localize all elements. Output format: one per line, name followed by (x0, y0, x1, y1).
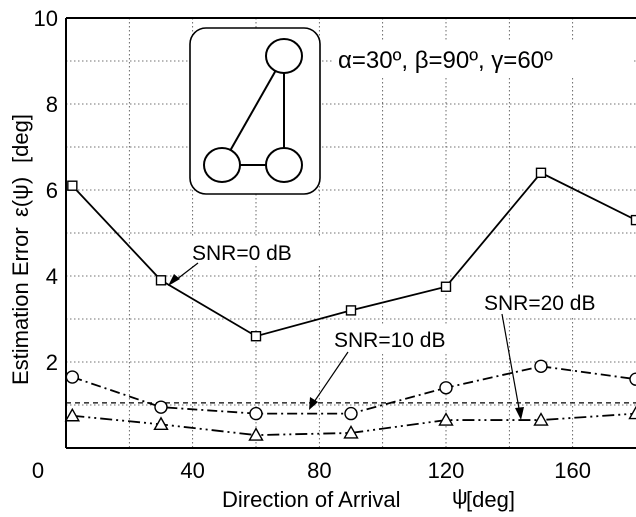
data-point-series-1 (629, 372, 636, 386)
data-point-series-0 (630, 214, 636, 226)
data-point-series-2 (64, 407, 81, 422)
data-point-series-2 (153, 416, 169, 431)
x-axis-symbol: ψ (452, 484, 468, 509)
x-tick-labels: 40 80 120 160 (180, 458, 591, 483)
x-axis-unit: [deg] (466, 487, 515, 512)
y-tick-label: 10 (34, 6, 58, 31)
data-point-series-2 (533, 412, 549, 426)
snr0-arrowhead (168, 274, 180, 286)
y-tick-label: 8 (46, 92, 58, 117)
data-point-series-2 (248, 427, 264, 441)
data-point-series-1 (154, 400, 168, 414)
data-point-series-1 (249, 406, 263, 421)
data-point-series-0 (535, 167, 547, 179)
x-tick-label: 160 (554, 458, 591, 483)
grid-lines (66, 18, 636, 448)
y-axis-symbol: ε(ψ) (8, 177, 33, 217)
y-tick-label: 4 (46, 264, 58, 289)
snr20-label: SNR=20 dB (484, 292, 595, 315)
y-axis-label: Estimation Error (8, 227, 33, 385)
snr20-arrow (501, 313, 521, 415)
inset-sensor-right (265, 147, 303, 183)
x-axis-label: Direction of Arrival (222, 487, 401, 512)
data-point-series-2 (343, 425, 359, 439)
marker-layer (64, 167, 636, 441)
inset-edge-left (221, 55, 285, 166)
data-point-series-1 (439, 381, 453, 395)
y-tick-labels: 2 4 6 8 10 (34, 6, 58, 375)
snr20-label-bg (480, 288, 636, 316)
data-point-series-1 (534, 359, 548, 373)
snr0-label: SNR=0 dB (192, 242, 292, 265)
data-point-series-1 (65, 370, 80, 384)
parameters-label: α=30º, β=90º, γ=60º (338, 47, 553, 74)
y-axis-label-group: Estimation Error ε(ψ) [deg] (8, 114, 33, 385)
origin-tick-label: 0 (32, 458, 44, 483)
y-axis-unit: [deg] (8, 114, 33, 163)
snr20-arrowhead (515, 407, 524, 420)
x-axis-label-group: Direction of Arrival ψ [deg] (222, 484, 515, 512)
data-point-series-0 (345, 305, 357, 316)
snr10-label: SNR=10 dB (334, 329, 445, 352)
data-point-series-1 (344, 406, 358, 421)
data-point-series-0 (67, 180, 78, 191)
data-point-series-2 (438, 412, 454, 426)
inset-sensor-top (265, 38, 303, 74)
snr10-arrow (311, 351, 349, 406)
parameters-label-bg (332, 42, 632, 76)
data-point-series-2 (628, 405, 636, 420)
y-tick-label: 2 (46, 350, 58, 375)
snr10-label-bg (330, 325, 490, 353)
data-point-series-0 (440, 281, 452, 292)
x-tick-label: 80 (307, 458, 331, 483)
array-geometry-inset (189, 27, 321, 195)
snr10-arrowhead (309, 397, 318, 410)
x-tick-label: 120 (428, 458, 465, 483)
data-point-series-0 (155, 275, 167, 286)
inset-sensor-left (203, 147, 241, 183)
data-point-series-0 (250, 331, 262, 342)
y-tick-label: 6 (46, 178, 58, 203)
series-annotations: SNR=0 dB SNR=10 dB SNR=20 dB (168, 238, 636, 420)
x-tick-label: 40 (180, 458, 204, 483)
snr0-label-bg (190, 238, 340, 266)
